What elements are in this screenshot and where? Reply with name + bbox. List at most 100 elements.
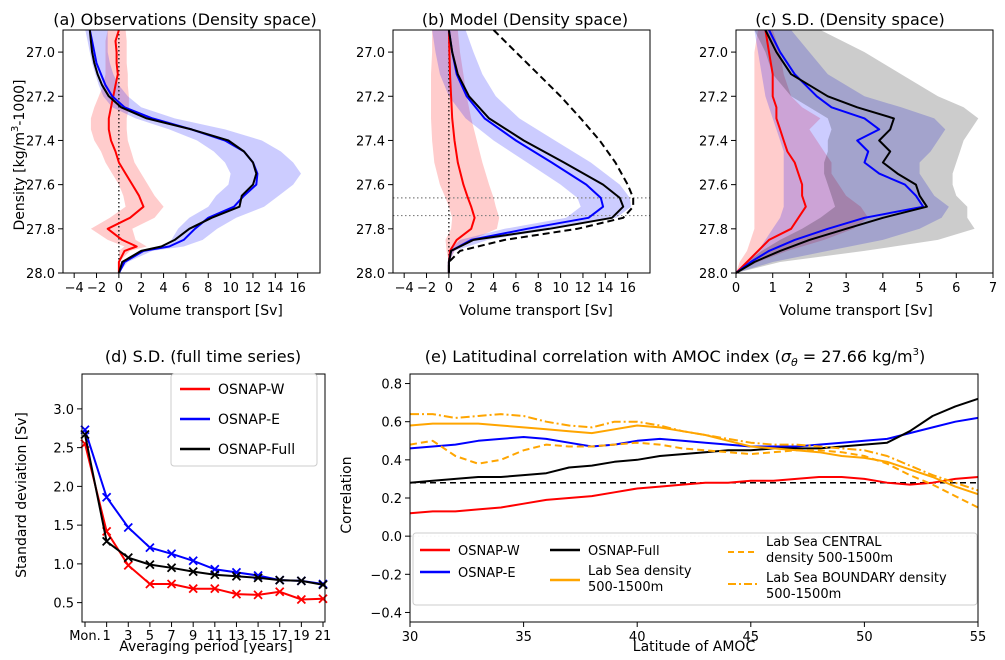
y-tick-label: 27.0 (699, 46, 728, 61)
x-tick-label: 0 (115, 281, 123, 296)
band-osnap-w (736, 30, 869, 273)
y-tick-label: 1.0 (53, 558, 74, 573)
panel-b-xlabel: Volume transport [Sv] (459, 303, 613, 319)
legend-label-lab-sea-2: 500-1500m (588, 580, 663, 595)
panel-b-title: (b) Model (Density space) (422, 10, 628, 29)
line-lab-sea-boundary-density-500-1500m (410, 413, 979, 492)
y-tick-label: 27.8 (699, 223, 728, 238)
x-tick-label: 8 (534, 281, 542, 296)
y-tick-label: 0.2 (381, 492, 402, 507)
legend-label-osnap-full: OSNAP-Full (588, 544, 660, 559)
panel-d-title: (d) S.D. (full time series) (105, 347, 301, 366)
point-osnap-w (145, 579, 155, 589)
y-tick-label: 27.0 (356, 46, 385, 61)
point-osnap-full (101, 536, 112, 547)
panel-b (388, 29, 651, 278)
y-tick-label: 0.0 (381, 530, 402, 545)
point-osnap-full (188, 566, 198, 577)
panel-a-xlabel: Volume transport [Sv] (129, 303, 283, 319)
panel-c-title: (c) S.D. (Density space) (755, 10, 944, 29)
y-tick-label: 27.2 (356, 90, 385, 105)
plot-layer: −4 −2 0 2 4 6 8 10 12 14 1627.027.227.427.627.828.… (26, 29, 997, 645)
legend-label-lab-boundary: Lab Sea BOUNDARY density (766, 571, 947, 586)
x-tick-label: −4 (395, 281, 414, 296)
point-osnap-e (101, 492, 112, 502)
y-tick-label: 27.6 (699, 179, 728, 194)
x-tick-label: 5 (146, 629, 154, 644)
x-tick-label: 5 (915, 281, 923, 296)
x-tick-label: 21 (315, 629, 332, 644)
x-tick-label: 7 (167, 629, 175, 644)
x-tick-label: 55 (970, 630, 987, 645)
x-tick-label: 11 (207, 629, 224, 644)
point-osnap-w (123, 560, 133, 571)
x-tick-label: 17 (271, 629, 288, 644)
x-tick-label: 8 (204, 281, 212, 296)
point-osnap-full (275, 575, 285, 585)
legend-label-lab-boundary-2: 500-1500m (766, 587, 841, 602)
point-osnap-e (166, 549, 177, 559)
x-tick-label: 3 (842, 281, 850, 296)
line-osnap-full (447, 29, 625, 273)
x-tick-label: 12 (575, 281, 592, 296)
panel-a-title: (a) Observations (Density space) (53, 10, 317, 29)
point-osnap-full (253, 573, 263, 583)
y-tick-label: 0.4 (381, 454, 402, 469)
y-tick-label: 27.4 (356, 134, 385, 149)
x-tick-label: 4 (879, 281, 887, 296)
x-tick-label: 45 (743, 630, 760, 645)
legend-label-osnap-w: OSNAP-W (458, 544, 520, 559)
y-tick-label: 0.8 (381, 378, 402, 393)
point-osnap-full (123, 553, 133, 563)
point-osnap-full (145, 560, 155, 570)
band-osnap-full (736, 30, 979, 273)
y-tick-label: −0.4 (370, 606, 402, 621)
x-tick-label: 14 (267, 281, 284, 296)
legend-label-osnap-e: OSNAP-E (218, 412, 280, 428)
panel-e-ylabel: Correlation (339, 456, 355, 533)
line-osnap-w (447, 29, 476, 273)
point-osnap-e (145, 542, 155, 553)
y-tick-label: 27.2 (699, 90, 728, 105)
y-tick-label: 27.2 (26, 90, 55, 105)
y-tick-label: 27.0 (26, 46, 55, 61)
legend-label-osnap-e: OSNAP-E (458, 566, 516, 581)
point-osnap-full (166, 563, 177, 573)
panel-d (77, 373, 328, 627)
line-osnap-w (84, 443, 324, 601)
y-tick-label: 27.4 (699, 134, 728, 149)
point-osnap-full (210, 570, 220, 580)
point-osnap-w (188, 584, 198, 594)
point-osnap-full (231, 571, 242, 581)
y-tick-label: 27.6 (26, 179, 55, 194)
y-tick-label: 28.0 (26, 267, 55, 282)
point-osnap-full (296, 576, 307, 586)
panel-d-ylabel: Standard deviation [Sv] (14, 412, 30, 578)
panel-d-xlabel: Averaging period [years] (119, 639, 292, 655)
line-osnap-w (106, 29, 145, 273)
legend-box (170, 373, 318, 467)
panel-a-ylabel: Density [kg/m3-1000] (10, 79, 28, 230)
line-osnap-w (409, 476, 979, 515)
y-tick-label: 2.5 (53, 442, 74, 457)
y-tick-label: 28.0 (699, 267, 728, 282)
x-tick-label: 50 (856, 630, 873, 645)
x-tick-label: 12 (245, 281, 262, 296)
legend-label-lab-central-2: density 500-1500m (766, 551, 893, 566)
y-tick-label: 27.8 (356, 223, 385, 238)
line-lab-sea-central-density-500-1500m (409, 439, 979, 509)
point-osnap-w (275, 587, 285, 597)
x-tick-label: 6 (512, 281, 520, 296)
point-osnap-w (296, 594, 307, 605)
x-tick-label: 1 (769, 281, 777, 296)
point-osnap-w (231, 589, 242, 599)
x-tick-label: −4 (65, 281, 84, 296)
legend-label-osnap-w: OSNAP-W (218, 382, 285, 398)
point-osnap-w (166, 579, 177, 589)
line-osnap-e (409, 416, 979, 450)
point-osnap-e (123, 522, 133, 533)
panel-a (58, 29, 321, 278)
x-tick-label: 15 (250, 629, 267, 644)
legend-label-osnap-full: OSNAP-Full (218, 442, 295, 458)
panel-d-legend: OSNAP-W OSNAP-E OSNAP-Full (170, 373, 318, 467)
